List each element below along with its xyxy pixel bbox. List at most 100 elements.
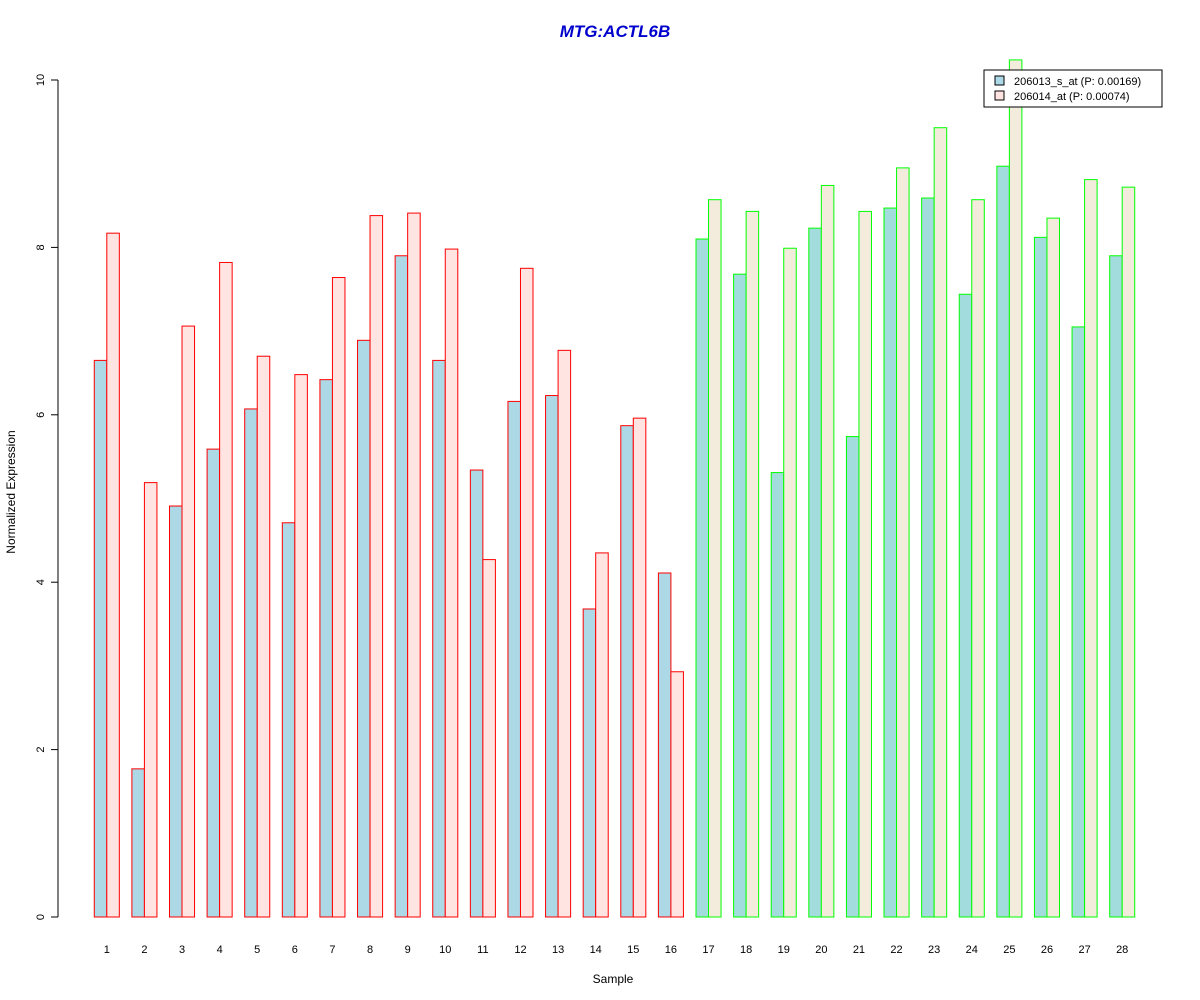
bar-s1-sample-21 xyxy=(845,436,860,918)
x-tick-label: 15 xyxy=(627,944,639,956)
bar-s1-sample-26 xyxy=(1033,236,1048,918)
x-tick-label: 1 xyxy=(104,944,110,956)
x-tick-label: 16 xyxy=(665,944,677,956)
bar-s1-sample-7 xyxy=(319,379,333,918)
bar-s1-sample-23 xyxy=(921,197,935,918)
bar-s2-sample-6 xyxy=(294,374,308,918)
bar-s1-sample-6 xyxy=(281,522,296,918)
x-tick-label: 3 xyxy=(179,944,185,956)
bar-s1-sample-17 xyxy=(695,238,710,918)
bar-s2-sample-16 xyxy=(670,671,684,918)
x-axis-label: Sample xyxy=(593,972,634,986)
y-tick-label: 4 xyxy=(35,579,47,585)
bar-s2-sample-21 xyxy=(858,210,872,918)
bar-s1-sample-25 xyxy=(996,165,1010,918)
bar-s2-sample-5 xyxy=(256,355,271,918)
bar-s2-sample-14 xyxy=(595,552,609,918)
legend: 206013_s_at (P: 0.00169) 206014_at (P: 0.… xyxy=(983,69,1163,108)
y-tick-label: 0 xyxy=(35,914,47,920)
bar-s1-sample-28 xyxy=(1109,255,1123,918)
x-tick-labels: 1 2 3 4 5 6 7 8 9 10 11 12 13 14 15 16 17 18 19 20 21 22 23 24 2… xyxy=(104,944,1129,956)
bar-s2-sample-2 xyxy=(143,482,158,918)
x-tick-label: 25 xyxy=(1003,944,1015,956)
x-tick-label: 14 xyxy=(590,944,602,956)
legend-swatch xyxy=(994,90,1005,101)
bar-s2-sample-20 xyxy=(820,184,835,918)
bar-s1-sample-16 xyxy=(657,572,672,918)
x-tick-label: 9 xyxy=(405,944,411,956)
bar-s1-sample-5 xyxy=(244,408,258,918)
bar-s2-sample-10 xyxy=(444,248,459,918)
bar-s1-sample-15 xyxy=(620,425,634,918)
x-tick-label: 22 xyxy=(890,944,902,956)
bar-s1-sample-9 xyxy=(394,255,409,918)
bar-s1-sample-27 xyxy=(1071,326,1086,918)
bar-s1-sample-24 xyxy=(958,293,973,918)
x-tick-label: 2 xyxy=(141,944,147,956)
y-tick-label: 8 xyxy=(35,244,47,250)
bar-s2-sample-22 xyxy=(896,167,910,918)
x-tick-label: 19 xyxy=(778,944,790,956)
bar-s2-sample-9 xyxy=(407,212,421,918)
bar-s1-sample-3 xyxy=(168,505,183,918)
legend-box xyxy=(983,69,1163,108)
bar-s2-sample-13 xyxy=(557,349,572,918)
bar-s2-sample-26 xyxy=(1046,217,1061,918)
legend-entry: 206013_s_at (P: 0.00169) xyxy=(1014,76,1141,88)
x-tick-label: 28 xyxy=(1116,944,1128,956)
x-tick-label: 17 xyxy=(702,944,714,956)
bar-s2-sample-15 xyxy=(632,417,647,918)
bar-s1-sample-18 xyxy=(733,273,747,918)
legend-swatch xyxy=(994,75,1005,86)
bar-s1-sample-20 xyxy=(808,227,822,918)
bar-s2-sample-1 xyxy=(106,232,120,918)
x-tick-label: 18 xyxy=(740,944,752,956)
x-tick-label: 5 xyxy=(254,944,260,956)
chart-title: MTG:ACTL6B xyxy=(560,22,670,41)
legend-entry: 206014_at (P: 0.00074) xyxy=(1014,91,1130,103)
bar-s1-sample-8 xyxy=(357,339,371,918)
x-tick-label: 27 xyxy=(1078,944,1090,956)
bar-s2-sample-28 xyxy=(1121,186,1136,918)
bar-s2-sample-25 xyxy=(1008,59,1023,918)
x-tick-label: 11 xyxy=(477,944,488,956)
bars-group xyxy=(93,59,1136,918)
y-tick-label: 10 xyxy=(35,74,47,86)
x-tick-label: 6 xyxy=(292,944,298,956)
bar-s1-sample-4 xyxy=(206,448,221,918)
x-tick-label: 10 xyxy=(439,944,451,956)
bar-s2-sample-8 xyxy=(369,215,384,918)
y-tick-label: 2 xyxy=(35,747,47,753)
bar-s2-sample-4 xyxy=(219,261,233,918)
bar-s1-sample-12 xyxy=(507,400,521,918)
y-axis: 0 2 4 6 8 10 xyxy=(35,74,58,920)
bar-s1-sample-22 xyxy=(883,207,898,918)
x-tick-label: 21 xyxy=(853,944,865,956)
x-tick-label: 20 xyxy=(815,944,827,956)
bar-s1-sample-13 xyxy=(545,395,559,918)
bar-s1-sample-2 xyxy=(131,768,145,918)
bar-s2-sample-24 xyxy=(971,199,985,918)
bar-s2-sample-7 xyxy=(331,277,346,918)
bar-s2-sample-27 xyxy=(1084,179,1098,918)
x-tick-label: 26 xyxy=(1041,944,1053,956)
x-tick-label: 24 xyxy=(966,944,978,956)
bar-s2-sample-11 xyxy=(482,559,496,918)
bar-s2-sample-3 xyxy=(181,325,196,918)
bar-s1-sample-11 xyxy=(469,469,484,918)
bar-s1-sample-1 xyxy=(93,359,108,918)
y-axis-label: Normalized Expression xyxy=(4,430,18,553)
bar-s2-sample-17 xyxy=(708,199,722,918)
x-tick-label: 4 xyxy=(217,944,223,956)
x-tick-label: 12 xyxy=(514,944,526,956)
bar-s1-sample-19 xyxy=(770,472,785,918)
bar-s1-sample-14 xyxy=(582,608,597,918)
x-tick-label: 23 xyxy=(928,944,940,956)
bar-s2-sample-23 xyxy=(933,127,948,918)
bar-s2-sample-18 xyxy=(745,210,760,918)
bar-s2-sample-12 xyxy=(519,267,534,918)
bar-s2-sample-19 xyxy=(783,247,797,918)
x-tick-label: 8 xyxy=(367,944,373,956)
y-tick-label: 6 xyxy=(35,412,47,418)
